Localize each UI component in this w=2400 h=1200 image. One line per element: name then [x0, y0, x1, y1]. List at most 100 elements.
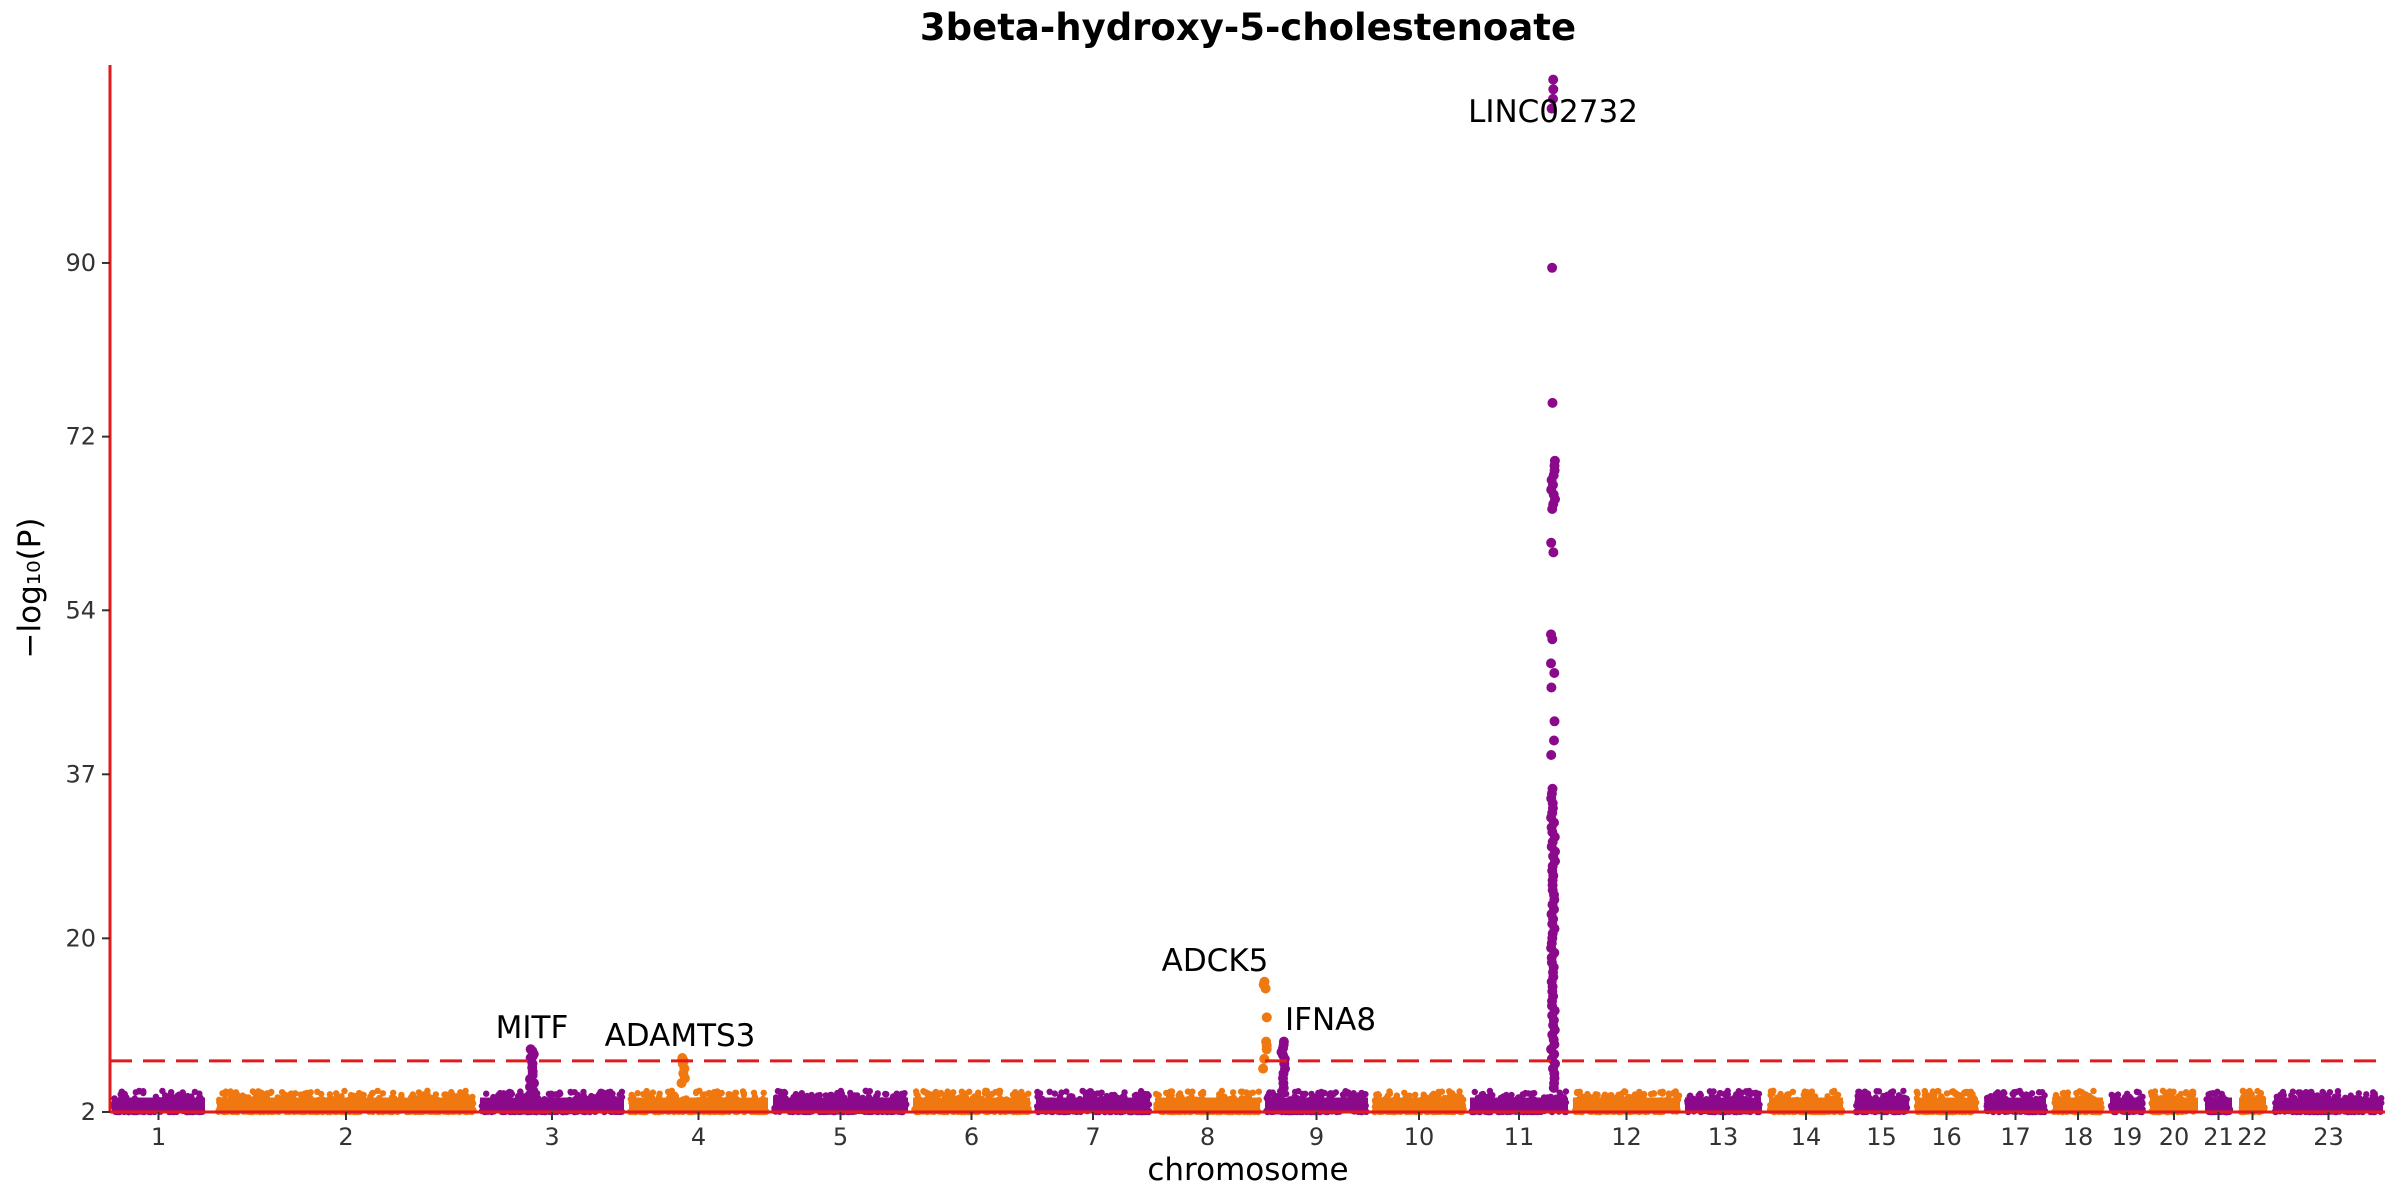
data-point: [379, 1090, 387, 1097]
data-point: [862, 1087, 869, 1095]
data-point: [140, 1089, 147, 1097]
data-point: [1957, 1092, 1964, 1099]
data-point: [1259, 1053, 1270, 1064]
data-point: [2114, 1091, 2122, 1098]
data-point: [837, 1087, 845, 1095]
data-point: [1967, 1088, 1975, 1096]
data-point: [232, 1089, 240, 1096]
data-point: [1051, 1090, 1059, 1097]
data-point: [1503, 1091, 1510, 1099]
data-point: [227, 1088, 234, 1095]
data-point: [1328, 1092, 1335, 1099]
data-point: [258, 1089, 265, 1096]
data-point: [847, 1089, 854, 1097]
data-point: [1549, 716, 1560, 727]
data-point: [1548, 93, 1558, 104]
data-point: [517, 1088, 524, 1095]
data-point: [1855, 1088, 1862, 1096]
data-point: [307, 1089, 314, 1096]
data-point: [1025, 1090, 1032, 1097]
chromosome-band-8: [1155, 1097, 1260, 1112]
data-point: [1522, 1089, 1529, 1097]
data-point: [961, 1090, 968, 1097]
data-point: [1808, 1088, 1816, 1095]
data-point: [1218, 1087, 1226, 1095]
data-point: [739, 1088, 747, 1095]
data-point: [1994, 1089, 2002, 1096]
data-point: [1435, 1088, 1442, 1096]
data-point: [1618, 1090, 1626, 1097]
data-point: [883, 1091, 890, 1098]
data-point: [2246, 1087, 2253, 1095]
data-point: [2326, 1089, 2334, 1096]
data-point: [893, 1090, 900, 1097]
data-point: [983, 1087, 990, 1095]
data-point: [1184, 1088, 1192, 1095]
data-point: [1063, 1088, 1070, 1095]
data-point: [1948, 1088, 1956, 1096]
data-point: [1291, 1088, 1299, 1096]
data-point: [1925, 1092, 1932, 1099]
data-point: [1753, 1092, 1761, 1100]
data-points: [110, 74, 2385, 1116]
chromosome-band-3: [480, 1097, 624, 1112]
data-point: [1486, 1087, 1494, 1095]
data-point: [693, 1088, 700, 1096]
data-point: [711, 1088, 718, 1096]
chromosome-band-23: [2274, 1097, 2383, 1112]
data-point: [447, 1091, 455, 1099]
data-point: [1546, 537, 1557, 548]
data-point: [1921, 1087, 1929, 1095]
data-point: [628, 1091, 635, 1099]
data-point: [1546, 682, 1557, 693]
data-point: [1144, 1092, 1151, 1099]
data-point: [1471, 1088, 1479, 1096]
data-point: [462, 1087, 469, 1095]
data-point: [1767, 1092, 1774, 1099]
data-point: [2028, 1090, 2036, 1097]
chart-title: 3beta-hydroxy-5-cholestenoate: [920, 6, 1576, 49]
chromosome-band-10: [1373, 1097, 1465, 1112]
data-point: [1302, 1090, 1309, 1098]
data-point: [1875, 1088, 1883, 1095]
data-point: [1562, 1088, 1570, 1095]
data-point: [1557, 1091, 1564, 1099]
data-point: [760, 1089, 767, 1097]
data-point: [1239, 1088, 1246, 1096]
chromosome-band-11: [1470, 1097, 1568, 1112]
data-point: [777, 1088, 784, 1096]
data-point: [1266, 1089, 1273, 1096]
data-point: [2296, 1089, 2304, 1096]
data-point: [2319, 1088, 2326, 1096]
data-point: [618, 1088, 626, 1096]
data-point: [1121, 1089, 1128, 1096]
data-point: [1163, 1089, 1170, 1097]
data-point: [1446, 1088, 1453, 1095]
data-point: [1547, 397, 1558, 408]
data-point: [1548, 84, 1559, 95]
data-point: [1428, 1092, 1436, 1099]
data-point: [1255, 1088, 1263, 1095]
data-point: [634, 1090, 641, 1097]
data-point: [1261, 1012, 1272, 1023]
data-point: [580, 1088, 587, 1096]
data-point: [2073, 1089, 2080, 1097]
data-point: [2371, 1090, 2378, 1098]
data-point: [2090, 1087, 2097, 1095]
data-point: [1308, 1090, 1315, 1098]
data-point: [2052, 1091, 2060, 1099]
data-point: [409, 1091, 416, 1098]
data-point: [483, 1090, 490, 1097]
data-point: [1094, 1090, 1101, 1097]
data-point: [556, 1089, 563, 1096]
data-point: [750, 1089, 758, 1097]
data-point: [2334, 1088, 2342, 1095]
data-point: [1548, 547, 1559, 558]
data-point: [1249, 1089, 1257, 1096]
data-point: [595, 1091, 603, 1098]
chromosome-band-1: [112, 1097, 205, 1112]
chromosome-band-18: [2053, 1097, 2103, 1112]
data-point: [1549, 668, 1560, 678]
data-point: [1631, 1091, 1639, 1098]
data-point: [1657, 1089, 1664, 1096]
